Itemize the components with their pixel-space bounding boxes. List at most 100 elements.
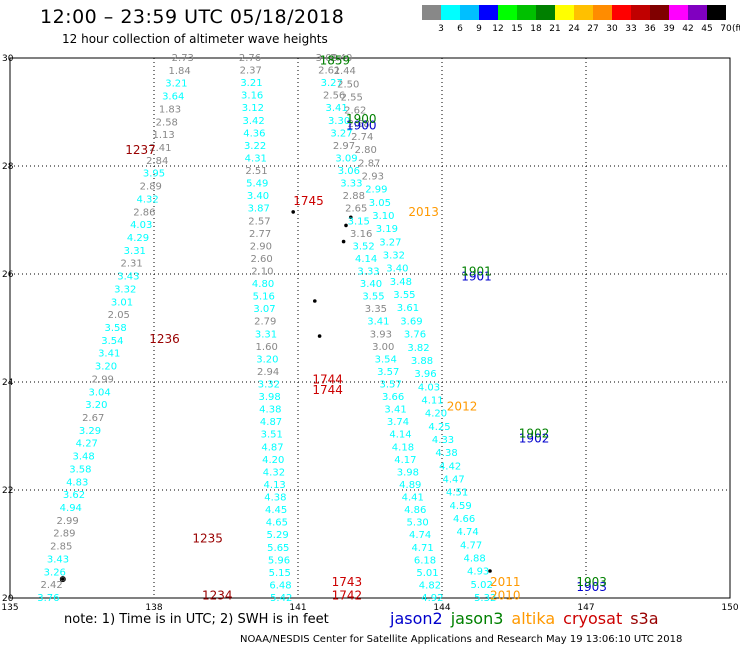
wave-height-label: 3.52 — [353, 241, 375, 252]
wave-height-label: 2.99 — [365, 185, 387, 196]
wave-height-label: 3.62 — [63, 490, 85, 501]
colorbar-cell — [574, 5, 593, 20]
wave-height-label: 4.92 — [421, 593, 443, 604]
wave-height-label: 2.41 — [149, 143, 171, 154]
time-label: 2011 — [490, 575, 521, 589]
wave-height-label: 2.31 — [120, 259, 142, 270]
wave-height-label: 3.55 — [393, 290, 415, 301]
wave-height-label: 3.19 — [376, 224, 398, 235]
wave-height-label: 2.94 — [257, 367, 279, 378]
wave-height-label: 4.93 — [467, 567, 489, 578]
wave-height-label: 3.20 — [85, 400, 107, 411]
colorbar-label: 33 — [625, 24, 637, 34]
wave-height-label: 3.16 — [241, 91, 263, 102]
altimeter-plot: 135 138 141 144 147 150 20 22 24 26 28 30 3.76 2.42 3.… — [1, 53, 738, 610]
colorbar-label: 18 — [530, 24, 542, 34]
wave-height-label: 3.12 — [242, 103, 264, 114]
colorbar-label: 39 — [663, 24, 675, 34]
time-label: 1900 — [346, 119, 377, 133]
x-tick-label: 138 — [145, 603, 162, 610]
wave-height-label: 4.82 — [419, 580, 441, 591]
satellite-jason3: jason3 — [450, 609, 504, 628]
wave-height-label: 4.20 — [425, 409, 447, 420]
wave-height-label: 3.22 — [244, 141, 266, 152]
wave-height-label: 2.67 — [82, 413, 104, 424]
satellite-s3a: s3a — [630, 609, 659, 628]
colorbar-label: 12 — [492, 24, 504, 34]
wave-height-label: 3.43 — [117, 272, 139, 283]
wave-height-label: 3.00 — [372, 342, 394, 353]
wave-height-label: 3.09 — [335, 153, 357, 164]
land-point — [349, 215, 353, 220]
colorbar-label: 15 — [511, 24, 523, 34]
wave-height-label: 3.58 — [104, 323, 126, 334]
wave-height-label: 3.20 — [95, 362, 117, 373]
wave-height-label: 4.14 — [355, 254, 377, 265]
wave-height-label: 4.83 — [66, 477, 88, 488]
wave-height-label: 5.32 — [474, 593, 496, 604]
wave-height-label: 2.85 — [50, 542, 72, 553]
wave-height-label: 3.95 — [143, 169, 165, 180]
wave-height-label: 5.01 — [416, 568, 438, 579]
wave-height-label: 2.87 — [358, 158, 380, 169]
wave-height-label: 3.04 — [88, 387, 110, 398]
wave-height-label: 4.88 — [464, 553, 486, 564]
wave-height-label: 4.18 — [392, 442, 414, 453]
colorbar-cell — [688, 5, 707, 20]
wave-height-label: 1.83 — [159, 104, 181, 115]
wave-height-label: 3.00 — [316, 53, 338, 64]
wave-height-label: 2.60 — [250, 254, 272, 265]
x-tick-label: 141 — [289, 603, 306, 610]
wave-height-label: 3.30 — [328, 116, 350, 127]
time-label: 1859 — [320, 54, 351, 68]
land-point — [344, 223, 348, 228]
chart-subtitle: 12 hour collection of altimeter wave hei… — [62, 32, 328, 46]
colorbar-label: 30 — [606, 24, 618, 34]
wave-height-label: 2.40 — [330, 53, 352, 64]
chart-title: 12:00 – 23:59 UTC 05/18/2018 — [40, 6, 345, 28]
wave-height-label: 3.87 — [248, 204, 270, 215]
wave-height-label: 5.49 — [246, 179, 268, 190]
wave-height-label: 2.56 — [323, 91, 345, 102]
wave-height-label: 3.15 — [348, 216, 370, 227]
colorbar-cell — [517, 5, 536, 20]
wave-height-label: 3.07 — [253, 304, 275, 315]
wave-height-label: 3.27 — [330, 128, 352, 139]
wave-height-label: 4.94 — [60, 503, 82, 514]
colorbar-label: 36 — [644, 24, 656, 34]
colorbar-cell — [612, 5, 631, 20]
wave-height-label: 4.71 — [411, 543, 433, 554]
wave-height-label: 4.17 — [394, 455, 416, 466]
wave-height-label: 3.57 — [380, 380, 402, 391]
wave-height-label: 4.87 — [260, 417, 282, 428]
wave-height-label: 3.32 — [258, 380, 280, 391]
colorbar-label: 45 — [701, 24, 713, 34]
wave-height-label: 2.62 — [344, 106, 366, 117]
wave-height-label: 3.05 — [369, 198, 391, 209]
wave-height-label: 2.80 — [355, 145, 377, 156]
time-label: 1903 — [576, 580, 607, 594]
satellite-cryosat: cryosat — [563, 609, 623, 628]
wave-height-label: 3.57 — [377, 367, 399, 378]
wave-height-label: 3.33 — [357, 266, 379, 277]
wave-height-label: 2.73 — [172, 53, 194, 64]
wave-height-label: 3.41 — [367, 317, 389, 328]
wave-height-label: 3.16 — [350, 229, 372, 240]
units-note: note: 1) Time is in UTC; 2) SWH is in fe… — [64, 612, 329, 627]
wave-height-label: 3.06 — [338, 166, 360, 177]
time-label: 1234 — [202, 588, 233, 602]
wave-height-label: 4.29 — [127, 233, 149, 244]
source-footer: NOAA/NESDIS Center for Satellite Applica… — [240, 634, 683, 645]
land-point — [488, 569, 492, 573]
wave-height-label: 4.38 — [259, 405, 281, 416]
wave-height-label: 3.01 — [111, 297, 133, 308]
wave-height-label: 6.48 — [269, 580, 291, 591]
wave-height-label: 5.15 — [269, 568, 291, 579]
wave-height-label: 1.84 — [168, 66, 190, 77]
wave-height-label: 3.41 — [98, 349, 120, 360]
time-label: 1744 — [312, 372, 343, 386]
wave-height-label: 3.41 — [325, 103, 347, 114]
wave-height-label: 4.20 — [262, 455, 284, 466]
wave-height-label: 3.66 — [382, 392, 404, 403]
wave-height-label: 2.51 — [245, 166, 267, 177]
